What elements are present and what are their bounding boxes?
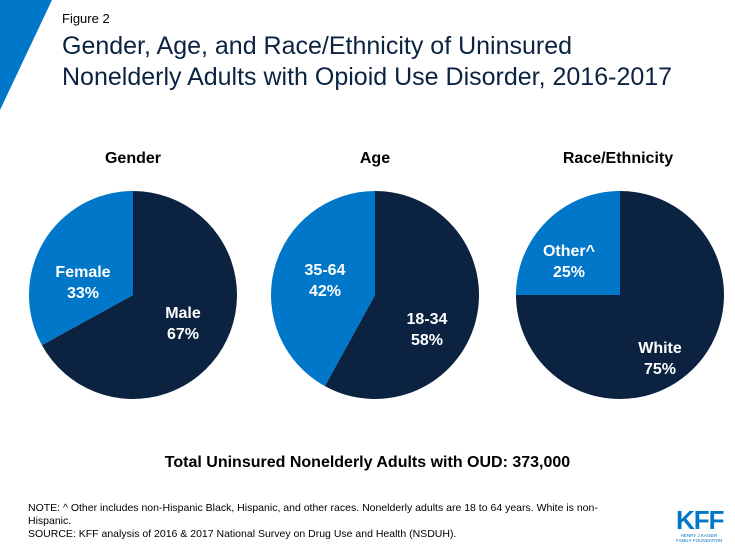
pie-title-gender: Gender bbox=[104, 150, 161, 167]
pie-title-age: Age bbox=[359, 150, 391, 167]
total-uninsured-text: Total Uninsured Nonelderly Adults with O… bbox=[164, 454, 571, 471]
kff-logo-sub-1: HENRY J KAISER bbox=[680, 533, 718, 538]
pie-label-race-ethnicity-other: Other^ bbox=[543, 243, 595, 260]
pie-value-race-ethnicity-white: 75% bbox=[644, 361, 676, 378]
note-line-1: NOTE: ^ Other includes non-Hispanic Blac… bbox=[28, 502, 598, 514]
chart-title: Gender, Age, and Race/Ethnicity of Unins… bbox=[62, 31, 722, 93]
pie-label-gender-female: Female bbox=[55, 264, 110, 281]
pie-slice-age-35-64 bbox=[271, 191, 375, 387]
kff-logo-main: KFF bbox=[676, 505, 725, 535]
pie-value-gender-female: 33% bbox=[67, 285, 99, 302]
pie-label-age-35-64: 35-64 bbox=[305, 262, 346, 279]
pie-value-age-18-34: 58% bbox=[411, 332, 443, 349]
pie-title-race-ethnicity: Race/Ethnicity bbox=[562, 150, 674, 167]
source-line: SOURCE: KFF analysis of 2016 & 2017 Nati… bbox=[28, 528, 457, 540]
figure-label: Figure 2 bbox=[62, 11, 110, 26]
corner-accent-triangle bbox=[0, 0, 52, 110]
chart-title-line-1: Gender, Age, and Race/Ethnicity of Unins… bbox=[62, 32, 573, 60]
pie-label-race-ethnicity-white: White bbox=[638, 340, 682, 357]
chart-title-line-2: Nonelderly Adults with Opioid Use Disord… bbox=[62, 63, 673, 91]
pie-value-gender-male: 67% bbox=[167, 326, 199, 343]
pie-slice-gender-male bbox=[41, 191, 237, 399]
pie-slice-race-ethnicity-other bbox=[516, 191, 620, 295]
pie-charts: Female 33% Male 67% 35-64 42% 18-34 58% Other^ 25… bbox=[28, 191, 724, 399]
kff-logo: KFF HENRY J KAISER FAMILY FOUNDATION bbox=[676, 505, 725, 543]
pie-label-gender-male: Male bbox=[165, 305, 201, 322]
kff-logo-sub-2: FAMILY FOUNDATION bbox=[676, 538, 723, 543]
pie-value-age-35-64: 42% bbox=[309, 283, 341, 300]
pie-slice-age-18-34 bbox=[324, 191, 479, 399]
note-line-2: Hispanic. bbox=[28, 515, 72, 527]
pie-label-age-18-34: 18-34 bbox=[407, 311, 448, 328]
pie-slice-gender-female bbox=[28, 191, 133, 346]
note-source-text: NOTE: ^ Other includes non-Hispanic Blac… bbox=[28, 502, 648, 541]
pie-value-race-ethnicity-other: 25% bbox=[553, 264, 585, 281]
